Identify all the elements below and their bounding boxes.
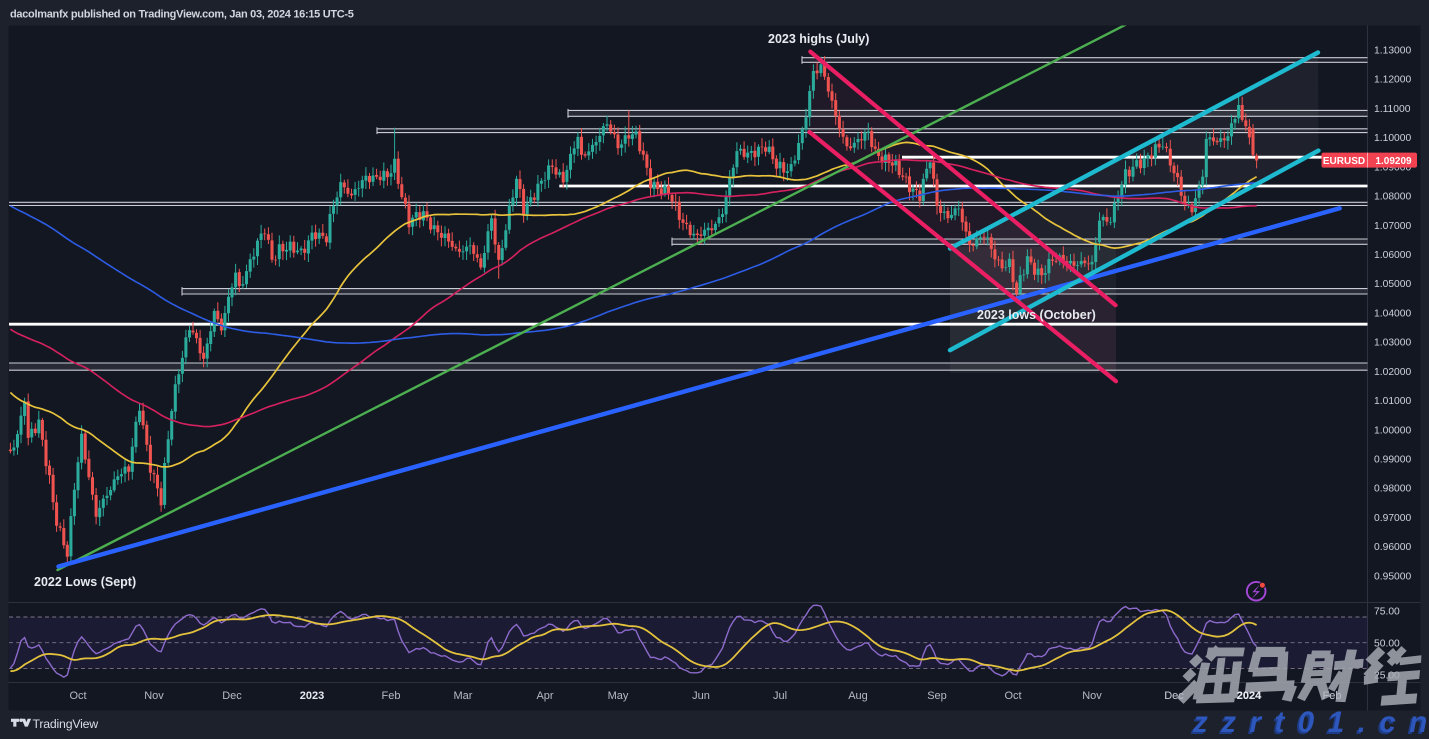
- svg-text:Sep: Sep: [927, 690, 947, 702]
- svg-text:0.96000: 0.96000: [1374, 542, 1411, 553]
- svg-text:0.97000: 0.97000: [1374, 513, 1411, 524]
- svg-text:zzrt01.cn: zzrt01.cn: [1192, 706, 1429, 739]
- svg-text:Apr: Apr: [536, 690, 553, 702]
- svg-text:1.12000: 1.12000: [1374, 75, 1411, 86]
- svg-text:1.05000: 1.05000: [1374, 279, 1411, 290]
- svg-text:Nov: Nov: [1082, 690, 1102, 702]
- svg-text:Jul: Jul: [773, 690, 787, 702]
- svg-text:Nov: Nov: [144, 690, 164, 702]
- svg-text:1.09000: 1.09000: [1374, 162, 1411, 173]
- svg-text:0.95000: 0.95000: [1374, 571, 1411, 582]
- svg-text:1.07000: 1.07000: [1374, 221, 1411, 232]
- svg-text:1.00000: 1.00000: [1374, 425, 1411, 436]
- svg-text:1.13000: 1.13000: [1374, 45, 1411, 56]
- svg-text:1.10000: 1.10000: [1374, 133, 1411, 144]
- svg-text:1.09209: 1.09209: [1375, 156, 1412, 167]
- svg-text:Mar: Mar: [454, 690, 473, 702]
- svg-text:Feb: Feb: [382, 690, 401, 702]
- svg-text:1.04000: 1.04000: [1374, 308, 1411, 319]
- svg-text:2023: 2023: [300, 690, 324, 702]
- svg-text:Aug: Aug: [848, 690, 868, 702]
- svg-text:2024: 2024: [1237, 690, 1262, 702]
- svg-text:Oct: Oct: [69, 690, 86, 702]
- svg-text:Feb: Feb: [1323, 690, 1342, 702]
- svg-text:Dec: Dec: [222, 690, 242, 702]
- svg-text:Dec: Dec: [1164, 690, 1184, 702]
- svg-text:50.00: 50.00: [1374, 638, 1400, 649]
- svg-text:Oct: Oct: [1004, 690, 1021, 702]
- svg-text:zzrt01.cn: zzrt01.cn: [1190, 708, 1429, 739]
- svg-text:2024: 2024: [1237, 690, 1262, 702]
- svg-text:0.98000: 0.98000: [1374, 484, 1411, 495]
- svg-text:2023 highs (July): 2023 highs (July): [768, 32, 869, 46]
- svg-text:dacolmanfx published on Tradin: dacolmanfx published on TradingView.com,…: [10, 8, 354, 20]
- svg-text:1.11000: 1.11000: [1374, 104, 1411, 115]
- svg-text:2022 Lows (Sept): 2022 Lows (Sept): [34, 575, 136, 589]
- svg-text:EURUSD: EURUSD: [1323, 156, 1365, 167]
- svg-text:1.06000: 1.06000: [1374, 250, 1411, 261]
- svg-text:0.99000: 0.99000: [1374, 455, 1411, 466]
- svg-text:Jun: Jun: [692, 690, 710, 702]
- svg-text:TradingView: TradingView: [33, 717, 99, 731]
- svg-text:1.02000: 1.02000: [1374, 367, 1411, 378]
- svg-text:1.03000: 1.03000: [1374, 338, 1411, 349]
- svg-text:1.01000: 1.01000: [1374, 396, 1411, 407]
- svg-text:75.00: 75.00: [1374, 606, 1400, 617]
- svg-text:25.00: 25.00: [1374, 671, 1400, 682]
- svg-text:2023 lows (October): 2023 lows (October): [977, 308, 1096, 322]
- svg-text:1.08000: 1.08000: [1374, 192, 1411, 203]
- svg-text:May: May: [608, 690, 629, 702]
